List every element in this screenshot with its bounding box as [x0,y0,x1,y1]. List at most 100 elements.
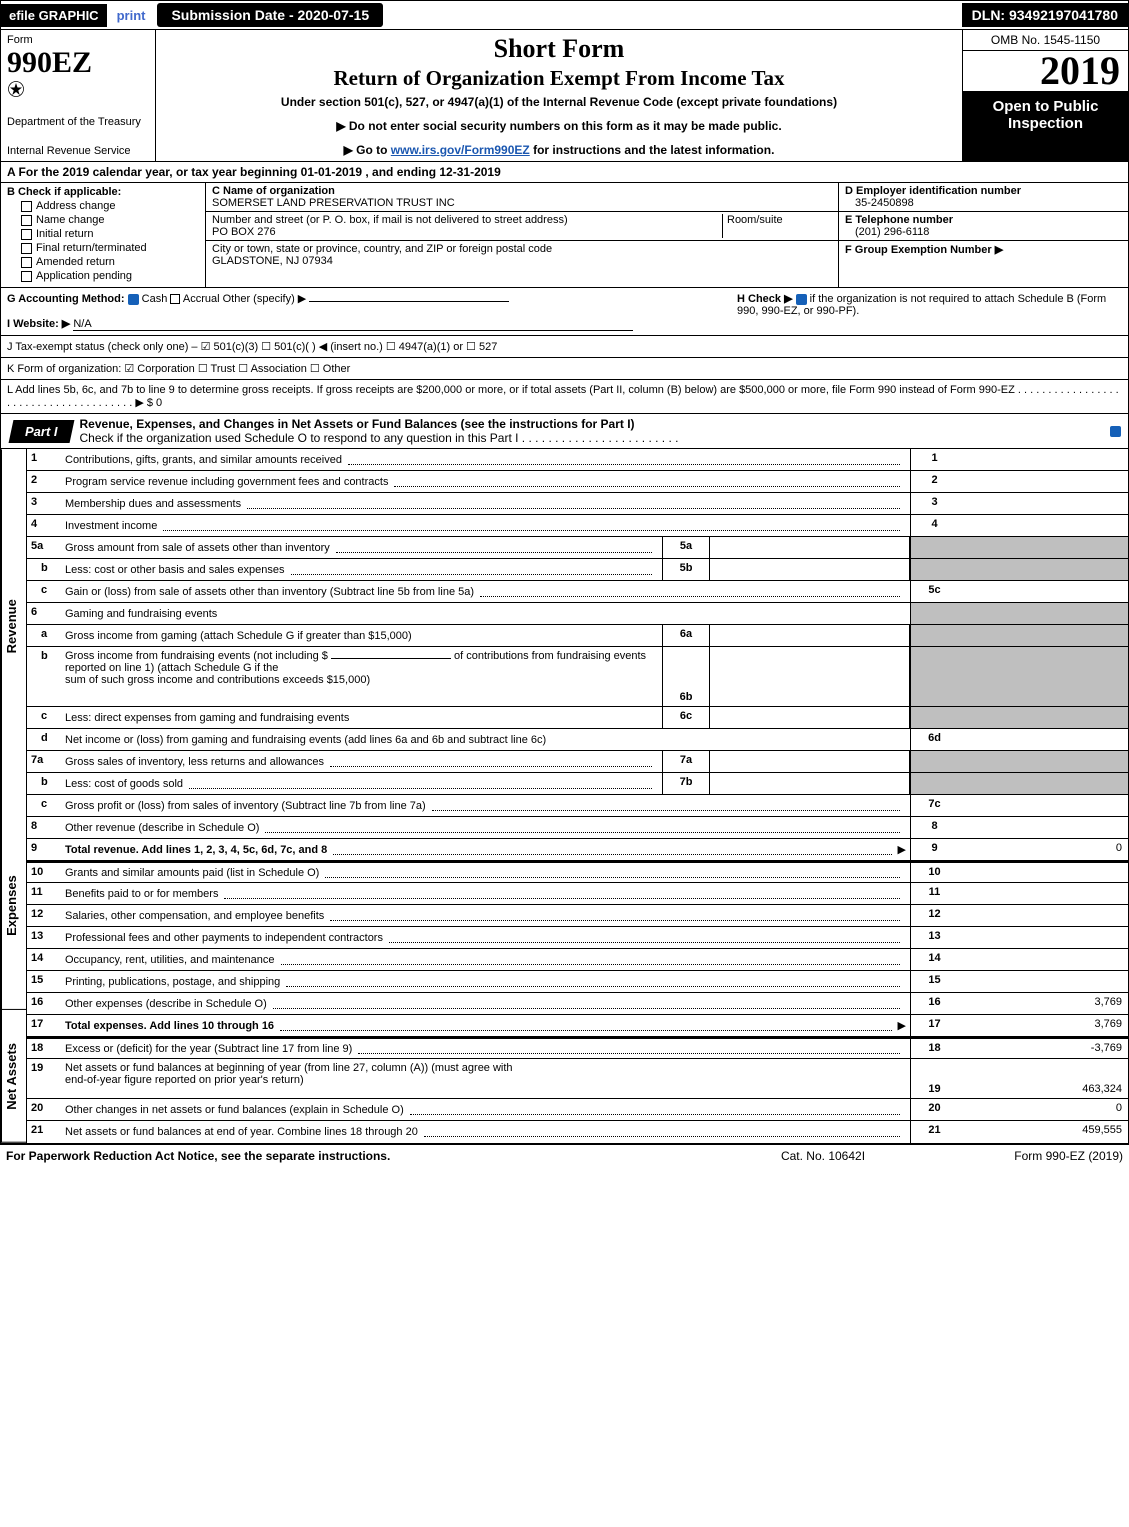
l6: Gaming and fundraising events [65,608,217,620]
l10: Grants and similar amounts paid (list in… [65,867,319,879]
l5a: Gross amount from sale of assets other t… [65,542,330,554]
part1-header: Part I Revenue, Expenses, and Changes in… [0,414,1129,449]
v8 [958,817,1128,838]
e-phone: (201) 296-6118 [845,226,1122,238]
l-text: L Add lines 5b, 6c, and 7b to line 9 to … [7,384,1122,409]
l8: Other revenue (describe in Schedule O) [65,822,259,834]
l5c: Gain or (loss) from sale of assets other… [65,586,474,598]
h-text: if the organization is not required to a… [737,293,1106,317]
cb-cash-icon[interactable] [128,294,139,305]
part1-title: Revenue, Expenses, and Changes in Net As… [80,417,635,431]
open-public: Open to Public Inspection [963,92,1128,161]
v4 [958,515,1128,536]
footer: For Paperwork Reduction Act Notice, see … [0,1144,1129,1167]
l19b: end-of-year figure reported on prior yea… [65,1074,304,1086]
l16: Other expenses (describe in Schedule O) [65,998,267,1010]
l-row: L Add lines 5b, 6c, and 7b to line 9 to … [0,380,1129,414]
l9: Total revenue. Add lines 1, 2, 3, 4, 5c,… [65,844,327,856]
d-ein: 35-2450898 [845,197,1122,209]
v20: 0 [958,1099,1128,1120]
warn-line: ▶ Do not enter social security numbers o… [164,119,954,133]
under-section: Under section 501(c), 527, or 4947(a)(1)… [164,95,954,109]
l6c: Less: direct expenses from gaming and fu… [65,712,349,724]
goto-post: for instructions and the latest informat… [533,143,774,157]
e-label: E Telephone number [845,214,953,226]
v19: 463,324 [958,1059,1128,1098]
j-row: J Tax-exempt status (check only one) ‒ ☑… [0,336,1129,358]
tax-year: 2019 [963,51,1128,92]
side-netassets: Net Assets [1,1010,27,1143]
i-label: I Website: ▶ [7,318,70,330]
d-label: D Employer identification number [845,185,1021,197]
goto-pre: ▶ Go to [344,143,391,157]
cb-application-pending[interactable]: Application pending [21,270,199,282]
irs-link[interactable]: www.irs.gov/Form990EZ [391,143,530,157]
c-org-name: SOMERSET LAND PRESERVATION TRUST INC [212,197,455,209]
cb-h-icon[interactable] [796,294,807,305]
l21: Net assets or fund balances at end of ye… [65,1126,418,1138]
section-b: B Check if applicable: Address change Na… [1,183,206,287]
g-other: Other (specify) ▶ [223,293,307,305]
cb-amended-return[interactable]: Amended return [21,256,199,268]
top-bar: efile GRAPHIC print Submission Date - 20… [0,0,1129,30]
header-block: Form 990EZ Department of the Treasury In… [0,30,1129,162]
main-table: Revenue Expenses Net Assets 1Contributio… [0,449,1129,1144]
l5b: Less: cost or other basis and sales expe… [65,564,285,576]
l6b1: Gross income from fundraising events (no… [65,650,328,662]
v1 [958,449,1128,470]
v9: 0 [958,839,1128,860]
c-room-label: Room/suite [722,214,832,238]
l2: Program service revenue including govern… [65,476,388,488]
k-text: K Form of organization: ☑ Corporation ☐ … [7,362,350,375]
cb-name-change[interactable]: Name change [21,214,199,226]
l3: Membership dues and assessments [65,498,241,510]
c-name-label: C Name of organization [212,185,335,197]
l14: Occupancy, rent, utilities, and maintena… [65,954,275,966]
l11: Benefits paid to or for members [65,888,218,900]
part1-check-icon[interactable] [1110,426,1121,437]
l19a: Net assets or fund balances at beginning… [65,1062,513,1074]
l6d: Net income or (loss) from gaming and fun… [65,734,546,746]
i-website: N/A [73,318,633,331]
cb-initial-return[interactable]: Initial return [21,228,199,240]
cb-address-change[interactable]: Address change [21,200,199,212]
l17: Total expenses. Add lines 10 through 16 [65,1020,274,1032]
part1-tag: Part I [9,420,74,443]
header-mid: Short Form Return of Organization Exempt… [156,30,963,161]
l20: Other changes in net assets or fund bala… [65,1104,404,1116]
g-label: G Accounting Method: [7,293,125,305]
submission-date: Submission Date - 2020-07-15 [157,3,383,27]
goto-line: ▶ Go to www.irs.gov/Form990EZ for instru… [164,143,954,157]
form-number: 990EZ [7,46,149,80]
g-cash: Cash [142,293,168,305]
side-expenses: Expenses [1,803,27,1010]
l4: Investment income [65,520,157,532]
g-accrual: Accrual [183,293,220,305]
header-left: Form 990EZ Department of the Treasury In… [1,30,156,161]
c-street: PO BOX 276 [212,226,276,238]
efile-label: efile GRAPHIC [1,4,107,27]
l7b: Less: cost of goods sold [65,778,183,790]
k-row: K Form of organization: ☑ Corporation ☐ … [0,358,1129,380]
dept-label: Department of the Treasury [7,116,149,128]
side-revenue: Revenue [1,449,27,803]
return-title: Return of Organization Exempt From Incom… [164,66,954,91]
g-other-input[interactable] [309,301,509,302]
cb-final-return[interactable]: Final return/terminated [21,242,199,254]
table-rows: 1Contributions, gifts, grants, and simil… [27,449,1128,1143]
section-def: D Employer identification number 35-2450… [838,183,1128,287]
c-street-label: Number and street (or P. O. box, if mail… [212,214,568,226]
info-block: B Check if applicable: Address change Na… [0,183,1129,288]
print-link[interactable]: print [107,4,156,27]
c-city-label: City or town, state or province, country… [212,243,552,255]
j-text: J Tax-exempt status (check only one) ‒ ☑… [7,340,497,353]
l1: Contributions, gifts, grants, and simila… [65,454,342,466]
v16: 3,769 [958,993,1128,1014]
cb-accrual-icon[interactable] [170,294,180,304]
footer-catno: Cat. No. 10642I [723,1149,923,1163]
v7c [958,795,1128,816]
form-word: Form [7,34,149,46]
section-b-label: B Check if applicable: [7,186,121,198]
dln-label: DLN: 93492197041780 [962,3,1128,27]
v3 [958,493,1128,514]
